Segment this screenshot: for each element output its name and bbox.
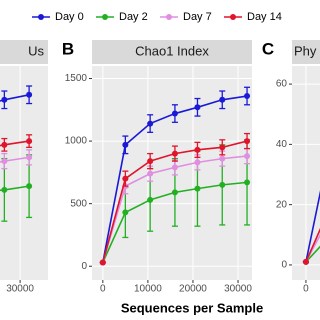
series-line (305, 190, 320, 263)
point (26, 154, 33, 161)
legend-box (24, 5, 292, 29)
y-tick-label: 0 (81, 261, 87, 272)
point (302, 258, 309, 265)
point (122, 141, 129, 148)
point (171, 150, 178, 157)
x-tick-label: 30000 (6, 284, 34, 295)
point (122, 209, 129, 216)
panel-title: Phy (294, 43, 317, 58)
point (244, 179, 251, 186)
point (171, 189, 178, 196)
legend-marker (102, 14, 108, 20)
panel-title: Us (28, 43, 44, 58)
strip-bg (0, 40, 48, 64)
plot (292, 66, 320, 280)
point (194, 146, 201, 153)
point (219, 181, 226, 188)
point (147, 196, 154, 203)
x-tick-label: 0 (303, 284, 309, 295)
point (147, 158, 154, 165)
legend-label: Day 0 (55, 11, 84, 23)
legend-marker (166, 14, 172, 20)
panel-title: Chao1 Index (135, 43, 209, 58)
point (26, 91, 33, 98)
x-tick-label: 30000 (224, 284, 252, 295)
x-tick-label: 0 (100, 284, 106, 295)
point (1, 158, 8, 165)
series-line (305, 245, 320, 263)
point (194, 104, 201, 111)
point (244, 153, 251, 160)
y-tick-label: 1500 (65, 73, 88, 84)
point (244, 138, 251, 145)
point (171, 164, 178, 171)
point (99, 259, 106, 266)
panel-bg (92, 66, 252, 280)
y-tick-label: 60 (276, 79, 288, 90)
point (147, 170, 154, 177)
y-tick-label: 1000 (65, 136, 88, 147)
panel-bg (0, 66, 48, 280)
point (26, 183, 33, 190)
point (1, 141, 8, 148)
x-axis-label: Sequences per Sample (121, 300, 263, 315)
panel-letter: B (62, 39, 74, 58)
strip-bg (92, 40, 252, 64)
point (244, 93, 251, 100)
y-tick-label: 20 (276, 199, 288, 210)
plot (0, 66, 33, 280)
strip-bg (292, 40, 320, 64)
y-tick-label: 0 (281, 260, 287, 271)
legend-label: Day 7 (183, 11, 212, 23)
legend-label: Day 2 (119, 11, 148, 23)
point (147, 120, 154, 127)
point (26, 138, 33, 145)
x-tick-label: 10000 (134, 284, 162, 295)
panel-letter: C (262, 39, 274, 58)
point (1, 186, 8, 193)
point (219, 155, 226, 162)
point (194, 159, 201, 166)
legend-marker (230, 14, 236, 20)
plot (92, 66, 252, 280)
point (194, 185, 201, 192)
point (171, 110, 178, 117)
point (1, 96, 8, 103)
y-tick-label: 500 (70, 198, 87, 209)
y-tick-label: 40 (276, 139, 288, 150)
point (122, 175, 129, 182)
point (219, 96, 226, 103)
legend-label: Day 14 (247, 11, 282, 23)
point (219, 144, 226, 151)
x-tick-label: 20000 (179, 284, 207, 295)
series-line (305, 227, 320, 263)
legend-marker (38, 14, 44, 20)
